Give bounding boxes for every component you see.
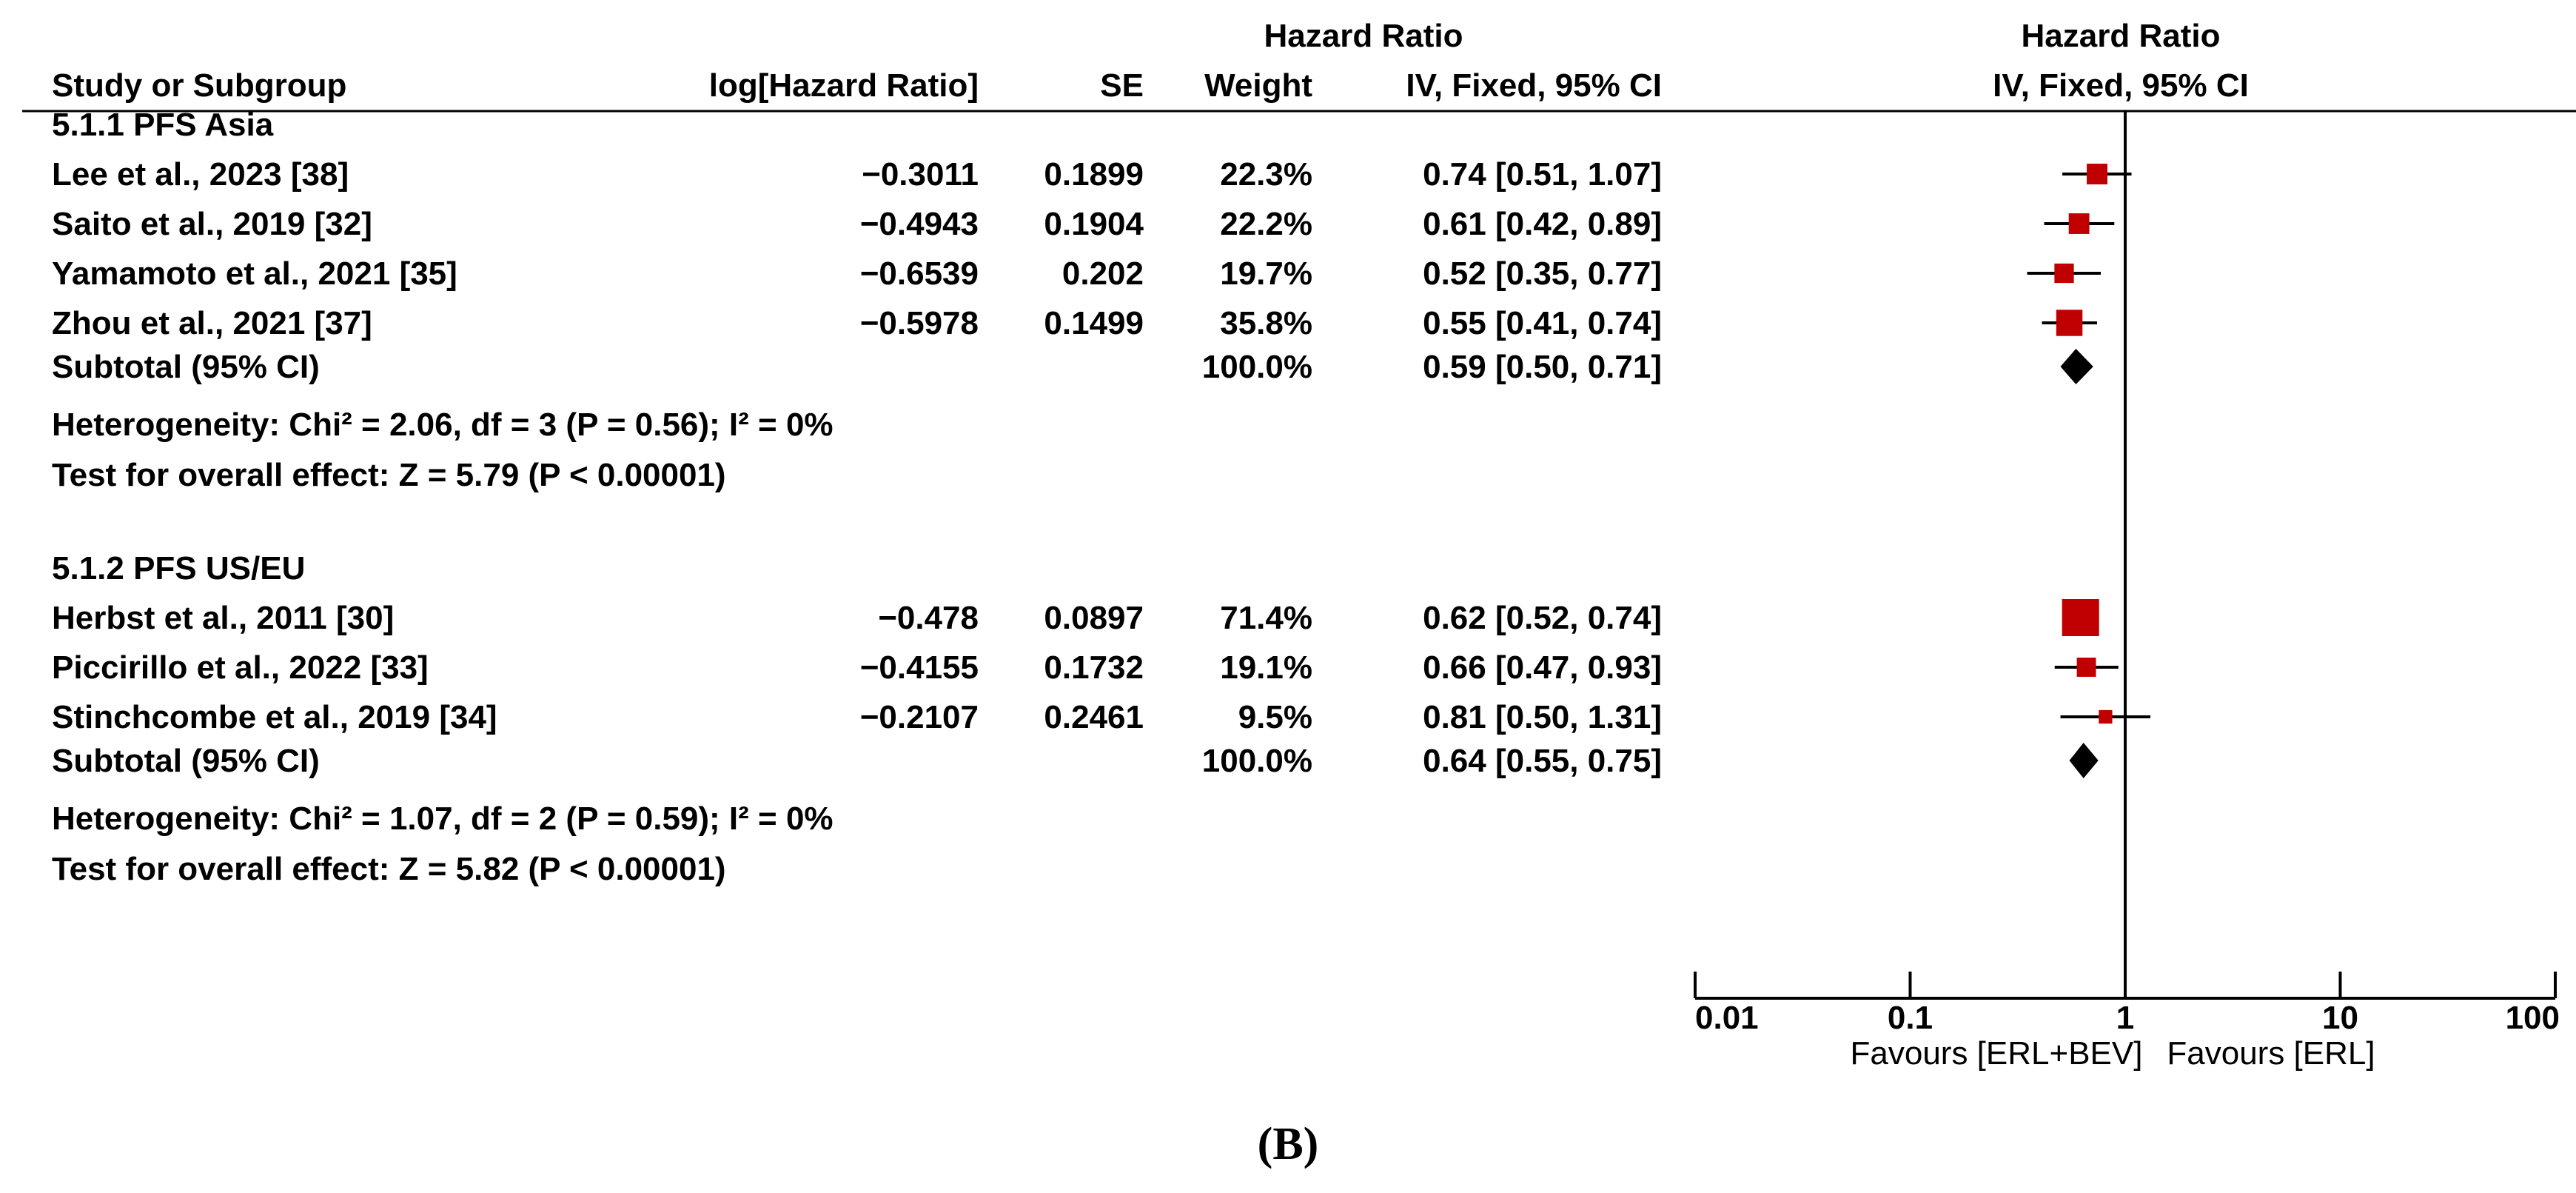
- study-name: Herbst et al., 2011 [30]: [52, 600, 394, 636]
- study-se: 0.202: [1062, 255, 1144, 292]
- header-hr-plot-title: Hazard Ratio: [2022, 18, 2221, 54]
- heterogeneity-text: Heterogeneity: Chi² = 2.06, df = 3 (P = …: [52, 407, 833, 443]
- subtotal-hr-ci-text: 0.64 [0.55, 0.75]: [1423, 743, 1662, 779]
- x-tick-label: 0.01: [1695, 1000, 1759, 1036]
- overall-effect-text: Test for overall effect: Z = 5.82 (P < 0…: [52, 851, 726, 887]
- study-weight: 9.5%: [1238, 699, 1312, 735]
- study-weight: 19.1%: [1220, 649, 1312, 686]
- study-log-hr: −0.5978: [860, 305, 979, 341]
- study-name: Piccirillo et al., 2022 [33]: [52, 649, 429, 686]
- header-hr-plot-method: IV, Fixed, 95% CI: [1993, 67, 2249, 104]
- subtotal-diamond: [2069, 743, 2099, 778]
- study-hr-ci-text: 0.61 [0.42, 0.89]: [1423, 206, 1662, 242]
- study-hr-ci-text: 0.52 [0.35, 0.77]: [1423, 255, 1662, 292]
- study-se: 0.1904: [1044, 206, 1144, 242]
- study-name: Zhou et al., 2021 [37]: [52, 305, 372, 341]
- subtotal-label: Subtotal (95% CI): [52, 349, 320, 385]
- header-weight: Weight: [1204, 67, 1312, 104]
- study-weight: 71.4%: [1220, 600, 1312, 636]
- subgroup-title: 5.1.2 PFS US/EU: [52, 550, 305, 587]
- x-tick-label: 100: [2506, 1000, 2560, 1036]
- figure-label: (B): [1258, 1119, 1319, 1169]
- study-name: Yamamoto et al., 2021 [35]: [52, 255, 457, 292]
- study-name: Stinchcombe et al., 2019 [34]: [52, 699, 497, 735]
- subgroup-title: 5.1.1 PFS Asia: [52, 107, 274, 143]
- study-log-hr: −0.2107: [860, 699, 979, 735]
- header-study: Study or Subgroup: [52, 67, 346, 104]
- study-name: Lee et al., 2023 [38]: [52, 156, 349, 193]
- study-hr-ci-text: 0.62 [0.52, 0.74]: [1423, 600, 1662, 636]
- study-weight: 35.8%: [1220, 305, 1312, 341]
- study-point-estimate: [2076, 658, 2096, 677]
- study-se: 0.2461: [1044, 699, 1144, 735]
- study-point-estimate: [2099, 709, 2113, 724]
- study-point-estimate: [2056, 310, 2083, 336]
- x-axis-ticks: 0.01 0.1 1 10 100: [1694, 972, 2560, 1036]
- subtotal-label: Subtotal (95% CI): [52, 743, 320, 779]
- study-se: 0.1499: [1044, 305, 1144, 341]
- favours-right-label: Favours [ERL]: [2167, 1035, 2375, 1072]
- favours-left-label: Favours [ERL+BEV]: [1851, 1035, 2143, 1072]
- subtotal-weight: 100.0%: [1202, 349, 1312, 385]
- study-point-estimate: [2087, 164, 2107, 184]
- subtotal-diamond: [2060, 349, 2093, 384]
- study-log-hr: −0.478: [878, 600, 979, 636]
- study-weight: 19.7%: [1220, 255, 1312, 292]
- study-point-estimate: [2054, 263, 2074, 284]
- study-se: 0.1732: [1044, 649, 1144, 686]
- study-log-hr: −0.6539: [860, 255, 979, 292]
- x-tick-label: 0.1: [1888, 1000, 1933, 1036]
- study-se: 0.0897: [1044, 600, 1144, 636]
- subtotal-weight: 100.0%: [1202, 743, 1312, 779]
- study-weight: 22.3%: [1220, 156, 1312, 193]
- header-hr-text-method: IV, Fixed, 95% CI: [1406, 67, 1662, 104]
- study-hr-ci-text: 0.66 [0.47, 0.93]: [1423, 649, 1662, 686]
- header-hr-text-title: Hazard Ratio: [1264, 18, 1463, 54]
- header-log-hr: log[Hazard Ratio]: [709, 67, 979, 104]
- study-weight: 22.2%: [1220, 206, 1312, 242]
- study-hr-ci-text: 0.74 [0.51, 1.07]: [1423, 156, 1662, 193]
- study-hr-ci-text: 0.55 [0.41, 0.74]: [1423, 305, 1662, 341]
- x-tick-label: 10: [2322, 1000, 2358, 1036]
- study-log-hr: −0.3011: [862, 156, 979, 193]
- x-tick-label: 1: [2116, 1000, 2134, 1036]
- heterogeneity-text: Heterogeneity: Chi² = 1.07, df = 2 (P = …: [52, 801, 833, 837]
- study-name: Saito et al., 2019 [32]: [52, 206, 372, 242]
- study-point-estimate: [2068, 213, 2090, 234]
- overall-effect-text: Test for overall effect: Z = 5.79 (P < 0…: [52, 457, 726, 493]
- header-se: SE: [1100, 67, 1144, 104]
- study-log-hr: −0.4155: [860, 649, 979, 686]
- study-se: 0.1899: [1044, 156, 1144, 193]
- subtotal-hr-ci-text: 0.59 [0.50, 0.71]: [1423, 349, 1662, 385]
- forest-rows: 5.1.1 PFS Asia Lee et al., 2023 [38] −0.30…: [52, 107, 2151, 887]
- study-log-hr: −0.4943: [860, 206, 979, 242]
- study-point-estimate: [2062, 599, 2099, 636]
- study-hr-ci-text: 0.81 [0.50, 1.31]: [1423, 699, 1662, 735]
